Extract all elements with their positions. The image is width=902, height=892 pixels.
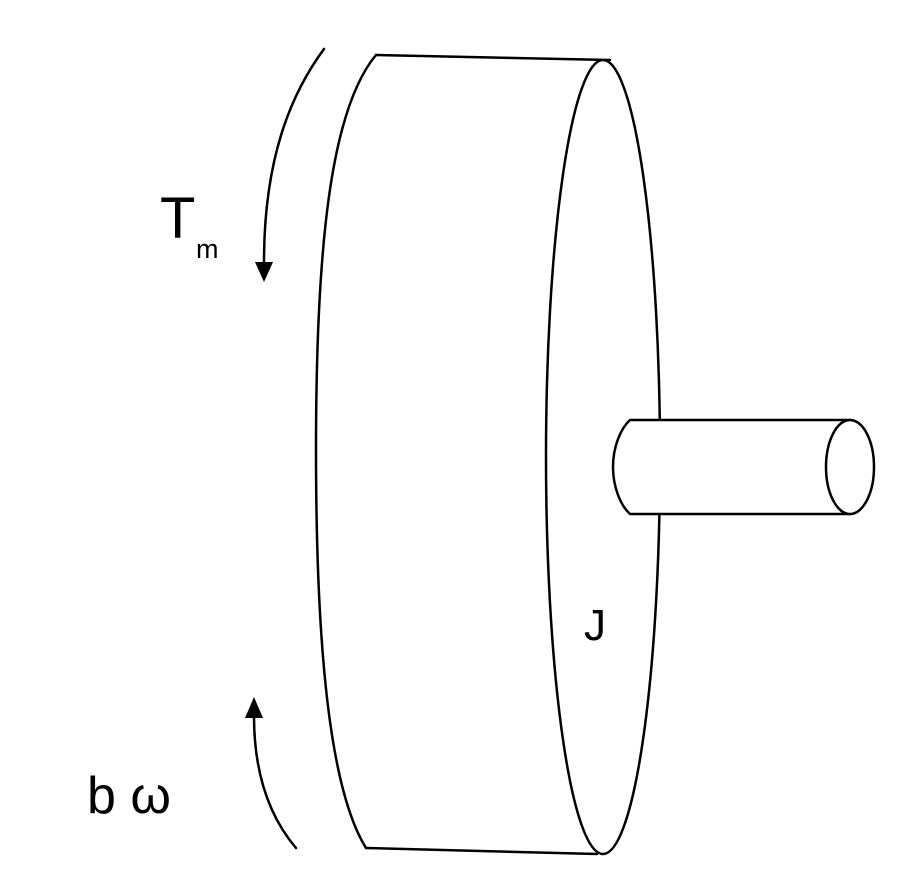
damping-arrow-curve xyxy=(252,714,298,850)
torque-subscript-label: m xyxy=(196,234,219,264)
disk-back-edge xyxy=(314,53,378,850)
damping-arrow xyxy=(245,697,298,850)
inertia-disk xyxy=(314,53,662,856)
torque-arrow-curve xyxy=(262,47,326,264)
torque-arrowhead xyxy=(255,262,273,282)
shaft xyxy=(611,418,876,516)
inertia-label: J xyxy=(584,601,606,650)
disk-top-edge xyxy=(374,53,612,62)
disk-bottom-edge xyxy=(364,846,599,856)
damping-label: b ω xyxy=(87,767,171,825)
shaft-body xyxy=(611,418,852,516)
shaft-end-face xyxy=(824,418,876,516)
torque-arrow xyxy=(255,47,326,282)
torque-label: T xyxy=(160,186,195,251)
damping-arrowhead xyxy=(245,697,263,718)
